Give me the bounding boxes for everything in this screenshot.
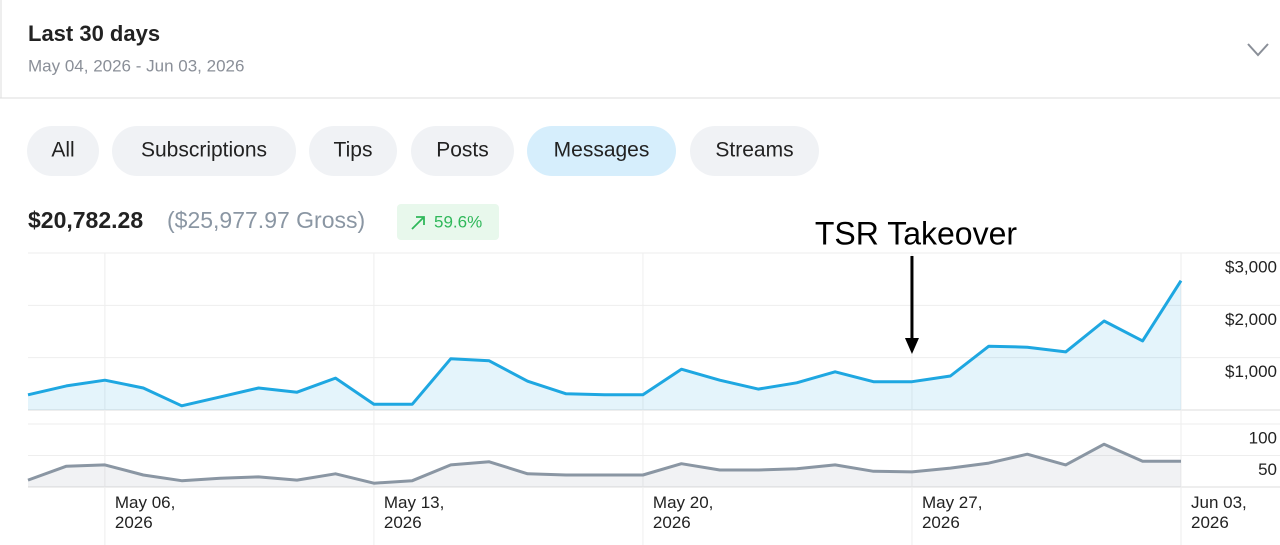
expand-chevron[interactable] [1247, 43, 1269, 57]
x-tick-label: May 13, 2026 [384, 493, 449, 532]
tab-pill[interactable] [690, 126, 819, 176]
tab-label[interactable]: Tips [334, 139, 373, 162]
tab-pill[interactable] [411, 126, 514, 176]
line [27, 442, 1181, 485]
y2-tick-label: 100 [1249, 428, 1277, 447]
change-badge [397, 204, 499, 240]
y-tick-label: $2,000 [1225, 310, 1277, 329]
change-value: 59.6% [434, 212, 482, 231]
line [27, 279, 1183, 408]
area [28, 280, 1181, 410]
x-tick-label: May 06, 2026 [115, 493, 180, 532]
tab-pill[interactable] [527, 126, 676, 176]
tab-pill[interactable] [309, 126, 397, 176]
trend-icon [411, 216, 425, 230]
net-amount: $20,782.28 [28, 207, 143, 233]
y2-tick-label: 50 [1258, 460, 1277, 479]
y-tick-label: $1,000 [1225, 362, 1277, 381]
area [28, 444, 1181, 487]
annotation-arrowhead [904, 338, 919, 354]
gross-amount: ($25,977.97 Gross) [167, 207, 365, 233]
x-tick-label: Jun 03, 2026 [1191, 493, 1252, 532]
tab-label[interactable]: Posts [436, 139, 489, 162]
y-tick-label: $3,000 [1225, 257, 1277, 276]
tab-label[interactable]: All [51, 139, 74, 162]
tab-pill[interactable] [27, 126, 99, 176]
header-title: Last 30 days [28, 21, 160, 46]
x-tick-label: May 20, 2026 [653, 493, 718, 532]
x-tick-label: May 27, 2026 [922, 493, 987, 532]
annotation: TSR Takeover [815, 215, 1018, 251]
tab-label[interactable]: Subscriptions [141, 139, 267, 162]
tab-label[interactable]: Messages [554, 139, 650, 162]
tab-label[interactable]: Streams [715, 139, 793, 162]
date-range: May 04, 2026 - Jun 03, 2026 [28, 56, 244, 75]
tab-pill[interactable] [112, 126, 296, 176]
